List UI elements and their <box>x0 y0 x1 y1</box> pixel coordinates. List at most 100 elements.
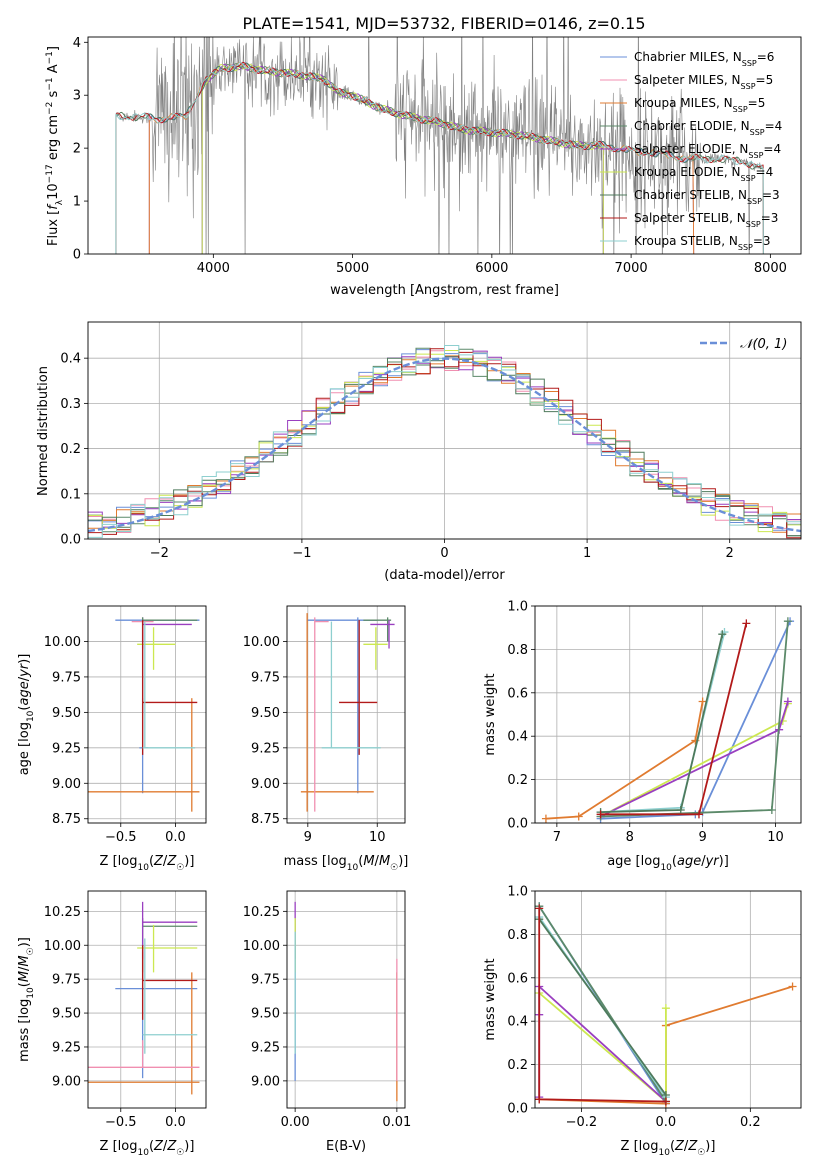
x-axis-label: age [log10(age/yr)] <box>607 854 729 873</box>
label-part: age [log <box>17 722 32 775</box>
label-part: yr <box>17 662 32 678</box>
y-tick-label: 9.50 <box>251 706 280 721</box>
y-tick-label: 9.25 <box>52 1040 81 1055</box>
y-tick-label: 9.75 <box>52 973 81 988</box>
legend-text: =5 <box>748 96 766 110</box>
x-tick-label: −2 <box>150 546 169 561</box>
legend-sub: SSP <box>750 128 765 137</box>
weight-marker-chabrier_elodie <box>783 617 792 626</box>
y-tick-label: 0.8 <box>507 928 528 943</box>
x-tick-label: −0.5 <box>105 1115 137 1130</box>
axes-frame <box>87 605 207 824</box>
label-part: )] <box>398 854 408 869</box>
weight-marker-salpeter_stelib <box>535 1095 544 1104</box>
plot-area <box>88 617 200 812</box>
x-tick-label: 0.0 <box>165 1115 186 1130</box>
legend-sub: SSP <box>748 151 763 160</box>
x-tick-label: −0.5 <box>105 830 137 845</box>
x-tick-label: 0.01 <box>382 1115 411 1130</box>
x-tick-label: 10 <box>369 830 386 845</box>
label-part: age <box>17 681 32 705</box>
label-part: )] <box>17 654 32 664</box>
y-tick-label: 1 <box>73 195 81 210</box>
y-tick-label: 9.50 <box>52 706 81 721</box>
weight-marker-kroupa_miles <box>574 812 583 821</box>
y-tick-label: 0.8 <box>507 643 528 658</box>
legend-label-chabrier_stelib: Chabrier STELIB, NSSP=3 <box>634 188 780 206</box>
y-tick-label: 0.1 <box>60 487 81 502</box>
legend-label-chabrier_elodie: Chabrier ELODIE, NSSP=4 <box>634 119 782 137</box>
label-part: / <box>17 966 32 971</box>
plot-area <box>88 901 200 1095</box>
y-tick-label: 0.0 <box>507 1102 528 1117</box>
y-tick-label: 9.00 <box>251 777 280 792</box>
weight-line-salpeter_elodie <box>600 701 789 818</box>
weight-marker-chabrier_elodie <box>767 805 776 814</box>
x-axis-label: (data-model)/error <box>384 568 505 583</box>
label-part: )] <box>719 854 729 869</box>
grid <box>535 605 801 824</box>
y-tick-label: 0 <box>73 248 81 263</box>
label-part: Z [log <box>621 1139 659 1154</box>
y-tick-label: 9.75 <box>52 670 81 685</box>
x-tick-label: 9 <box>304 830 312 845</box>
label-part: ☉ <box>176 863 184 873</box>
legend-text: =3 <box>761 211 779 225</box>
legend-text: Kroupa STELIB, N <box>634 234 738 248</box>
weight-marker-salpeter_elodie <box>783 697 792 706</box>
weight-line-salpeter_stelib <box>600 623 748 816</box>
label-part: ( <box>670 1139 675 1154</box>
label-part: / <box>163 854 168 869</box>
model-spectrum-salpeter_stelib <box>115 61 764 254</box>
x-tick-label: 6000 <box>475 261 508 276</box>
grid <box>287 891 405 1108</box>
label-part: Normed distribution <box>36 366 51 496</box>
label-part: Z [log <box>100 854 138 869</box>
label-part: Z <box>153 854 164 869</box>
panel-mass_vs_ebv: 0.00 0.01 9.00 9.25 9.50 9.75 10.00 10.25 E(B-V) <box>243 890 411 1154</box>
axes-frame <box>534 890 802 1109</box>
label-part: ☉ <box>390 863 398 873</box>
plot-area <box>115 37 764 254</box>
y-tick-label: 9.00 <box>52 777 81 792</box>
label-part: −1 <box>45 51 55 64</box>
y-tick-label: 10.00 <box>44 939 81 954</box>
label-part: 10 <box>137 1148 149 1158</box>
x-tick-label: 0.00 <box>281 1115 310 1130</box>
legend-label-kroupa_stelib: Kroupa STELIB, NSSP=3 <box>634 234 771 252</box>
label-part: ( <box>17 982 32 987</box>
label-part: Z <box>166 854 177 869</box>
y-tick-label: 0.4 <box>60 352 81 367</box>
y-tick-label: 9.00 <box>251 1074 280 1089</box>
label-part: −2 <box>45 102 55 115</box>
legend-label-kroupa_miles: Kroupa MILES, NSSP=5 <box>634 96 765 114</box>
y-axis-label: mass weight <box>483 673 498 755</box>
x-tick-label: 0.0 <box>656 1115 677 1130</box>
legend-text: =4 <box>763 142 781 156</box>
legend-sub: SSP <box>741 82 756 91</box>
label-part: ] <box>46 46 61 51</box>
label-part: )] <box>17 937 32 947</box>
y-tick-label: 10.00 <box>243 939 280 954</box>
legend-text: =4 <box>765 119 783 133</box>
legend-label-salpeter_elodie: Salpeter ELODIE, NSSP=4 <box>634 142 781 160</box>
weight-marker-salpeter_stelib <box>535 904 544 913</box>
label-part: f <box>46 203 61 210</box>
y-tick-label: 2 <box>73 142 81 157</box>
plot-area <box>88 345 801 539</box>
y-tick-label: 9.50 <box>52 1007 81 1022</box>
label-part: ( <box>149 1139 154 1154</box>
model-spectrum-kroupa_stelib <box>115 61 764 254</box>
legend-sub: SSP <box>747 197 762 206</box>
x-tick-label: 0.0 <box>165 830 186 845</box>
y-tick-label: 9.25 <box>251 741 280 756</box>
label-part: ( <box>672 854 677 869</box>
plot-area <box>294 901 398 1102</box>
label-part: / <box>701 854 706 869</box>
weight-line-chabrier_elodie <box>600 621 789 818</box>
label-part: / <box>684 1139 689 1154</box>
legend-text: Chabrier MILES, N <box>634 50 742 64</box>
